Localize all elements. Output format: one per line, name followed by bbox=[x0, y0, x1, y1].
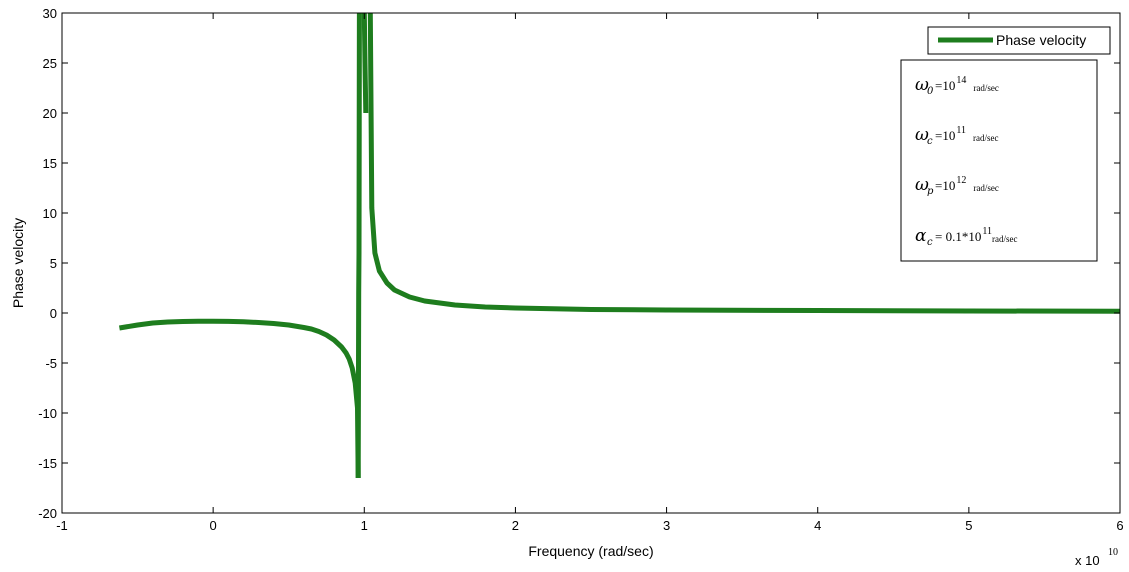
x-multiplier: x 10 10 bbox=[1075, 547, 1118, 568]
annotation-unit: rad/sec bbox=[973, 133, 998, 143]
x-tick-label: 2 bbox=[512, 518, 519, 533]
annotation-value: =10 bbox=[935, 128, 955, 143]
x-multiplier-base: x 10 bbox=[1075, 553, 1100, 568]
series-0-segment-2 bbox=[361, 13, 369, 114]
legend-label: Phase velocity bbox=[996, 32, 1086, 48]
y-tick-label: -20 bbox=[38, 506, 57, 521]
series-0-segment-1 bbox=[355, 13, 362, 479]
x-tick-label: 1 bbox=[361, 518, 368, 533]
annotation-symbol: α bbox=[915, 226, 927, 246]
annotation-subscript: p bbox=[927, 186, 934, 197]
x-tick-label: 6 bbox=[1116, 518, 1123, 533]
annotation-unit: rad/sec bbox=[973, 83, 998, 93]
annotation-exponent: 12 bbox=[956, 175, 966, 186]
y-tick-label: -5 bbox=[45, 356, 57, 371]
x-multiplier-exponent: 10 bbox=[1108, 547, 1118, 558]
x-tick-label: 5 bbox=[965, 518, 972, 533]
x-axis-label: Frequency (rad/sec) bbox=[528, 543, 653, 559]
annotation-row: ωp =10 12 rad/sec bbox=[915, 175, 999, 197]
annotation-symbol: ω bbox=[915, 75, 929, 95]
y-tick-label: 25 bbox=[43, 56, 57, 71]
legend: Phase velocity bbox=[927, 26, 1111, 55]
annotation-row: ωc =10 11 rad/sec bbox=[915, 125, 998, 147]
annotation-box bbox=[900, 59, 1098, 262]
annotation-subscript: c bbox=[927, 237, 933, 248]
x-tick-label: 3 bbox=[663, 518, 670, 533]
y-tick-label: 30 bbox=[43, 6, 57, 21]
annotation-symbol: ω bbox=[915, 175, 929, 195]
y-tick-label: 20 bbox=[43, 106, 57, 121]
annotation-subscript: c bbox=[927, 136, 933, 147]
x-tick-label: -1 bbox=[56, 518, 68, 533]
annotation-row: ω0 =10 14 rad/sec bbox=[915, 75, 999, 97]
y-tick-label: -10 bbox=[38, 406, 57, 421]
y-tick-label: 10 bbox=[43, 206, 57, 221]
annotation-unit: rad/sec bbox=[992, 234, 1017, 244]
y-tick-label: 15 bbox=[43, 156, 57, 171]
annotation-exponent: 11 bbox=[982, 226, 992, 237]
annotation-value: =10 bbox=[935, 178, 955, 193]
y-tick-label: 5 bbox=[50, 256, 57, 271]
annotation-subscript: 0 bbox=[927, 86, 934, 97]
series-0-segment-3 bbox=[367, 13, 1120, 314]
series-0-segment-0 bbox=[118, 318, 361, 479]
annotation-symbol: ω bbox=[915, 125, 929, 145]
x-tick-label: 0 bbox=[210, 518, 217, 533]
y-tick-label: 0 bbox=[50, 306, 57, 321]
annotation-value: = 0.1*10 bbox=[935, 229, 981, 244]
y-axis-label: Phase velocity bbox=[10, 218, 26, 308]
series-layer bbox=[118, 13, 1120, 479]
annotation-unit: rad/sec bbox=[973, 183, 998, 193]
x-tick-label: 4 bbox=[814, 518, 821, 533]
y-tick-label: -15 bbox=[38, 456, 57, 471]
annotation-value: =10 bbox=[935, 78, 955, 93]
annotation-exponent: 11 bbox=[956, 125, 966, 136]
annotation-exponent: 14 bbox=[956, 75, 966, 86]
